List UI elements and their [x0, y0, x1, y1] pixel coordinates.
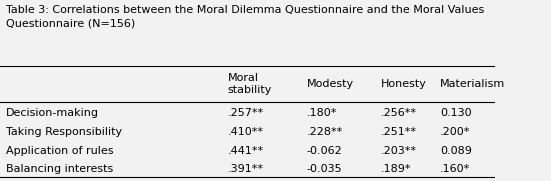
Text: .180*: .180* — [307, 108, 337, 118]
Text: .410**: .410** — [228, 127, 263, 137]
Text: .200*: .200* — [440, 127, 471, 137]
Text: 0.089: 0.089 — [440, 146, 472, 156]
Text: -0.062: -0.062 — [307, 146, 342, 156]
Text: Honesty: Honesty — [381, 79, 427, 89]
Text: .251**: .251** — [381, 127, 417, 137]
Text: Modesty: Modesty — [307, 79, 354, 89]
Text: Decision-making: Decision-making — [6, 108, 99, 118]
Text: Balancing interests: Balancing interests — [6, 164, 113, 174]
Text: Application of rules: Application of rules — [6, 146, 114, 156]
Text: Table 3: Correlations between the Moral Dilemma Questionnaire and the Moral Valu: Table 3: Correlations between the Moral … — [6, 5, 484, 29]
Text: .256**: .256** — [381, 108, 417, 118]
Text: .228**: .228** — [307, 127, 343, 137]
Text: Taking Responsibility: Taking Responsibility — [6, 127, 122, 137]
Text: .391**: .391** — [228, 164, 263, 174]
Text: Materialism: Materialism — [440, 79, 505, 89]
Text: .189*: .189* — [381, 164, 412, 174]
Text: Moral
stability: Moral stability — [228, 73, 272, 95]
Text: .160*: .160* — [440, 164, 471, 174]
Text: 0.130: 0.130 — [440, 108, 472, 118]
Text: .257**: .257** — [228, 108, 264, 118]
Text: -0.035: -0.035 — [307, 164, 342, 174]
Text: .441**: .441** — [228, 146, 264, 156]
Text: .203**: .203** — [381, 146, 417, 156]
